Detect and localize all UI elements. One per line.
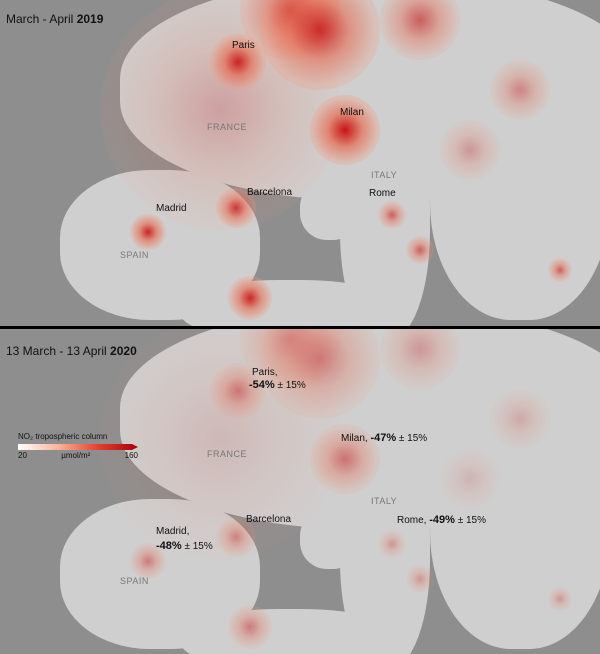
- legend-unit: µmol/m²: [61, 451, 91, 460]
- no2-hotspot: [310, 95, 380, 165]
- no2-hotspot: [130, 543, 166, 579]
- legend: NO₂ tropospheric column 20 µmol/m² 160: [18, 432, 138, 460]
- city-label-madrid: Madrid,: [156, 526, 190, 537]
- no2-hotspot: [216, 517, 256, 557]
- no2-hotspot: [440, 449, 500, 509]
- no2-hotspot: [548, 587, 572, 611]
- city-label-barcelona: Barcelona: [246, 514, 292, 525]
- city-label-milan: Milan, -47% ± 15%: [341, 432, 428, 444]
- no2-hotspot: [490, 389, 550, 449]
- paris-change: -54% ± 15%: [249, 379, 306, 391]
- no2-hotspot: [378, 530, 406, 558]
- panel-title: March - April 2019: [6, 12, 104, 26]
- no2-hotspot: [310, 424, 380, 494]
- no2-hotspot: [378, 201, 406, 229]
- no2-hotspot: [406, 565, 434, 593]
- country-label-france: FRANCE: [207, 122, 248, 132]
- legend-min: 20: [18, 451, 27, 460]
- country-label-italy: ITALY: [371, 496, 398, 506]
- city-label-barcelona: Barcelona: [247, 187, 293, 198]
- map-panel-2020: 13 March - 13 April 2020 Paris, -54% ± 1…: [0, 329, 600, 654]
- city-label-paris: Paris: [232, 40, 255, 51]
- country-label-spain: SPAIN: [120, 576, 149, 586]
- no2-hotspot: [210, 363, 266, 419]
- no2-hotspot: [228, 605, 272, 649]
- no2-hotspot: [228, 276, 272, 320]
- panel-title: 13 March - 13 April 2020: [6, 344, 137, 358]
- legend-title: NO₂ tropospheric column: [18, 432, 108, 441]
- no2-hotspot: [490, 60, 550, 120]
- no2-hotspot: [548, 258, 572, 282]
- legend-color-bar: [18, 444, 138, 450]
- city-label-paris: Paris,: [252, 367, 278, 378]
- madrid-change: -48% ± 15%: [156, 540, 213, 552]
- no2-hotspot: [406, 236, 434, 264]
- city-label-rome: Rome: [369, 188, 396, 199]
- map-panel-2019: March - April 2019 Paris FRANCE Milan IT…: [0, 0, 600, 326]
- no2-hotspot: [216, 188, 256, 228]
- no2-hotspot: [100, 329, 340, 559]
- country-label-spain: SPAIN: [120, 250, 149, 260]
- country-label-france: FRANCE: [207, 449, 248, 459]
- city-label-rome: Rome, -49% ± 15%: [397, 514, 486, 526]
- country-label-italy: ITALY: [371, 170, 398, 180]
- land-mass: [60, 499, 260, 649]
- city-label-madrid: Madrid: [156, 203, 187, 214]
- no2-hotspot: [210, 34, 266, 90]
- no2-hotspot: [130, 214, 166, 250]
- city-label-milan: Milan: [340, 107, 364, 118]
- no2-hotspot: [440, 120, 500, 180]
- legend-max: 160: [124, 451, 138, 460]
